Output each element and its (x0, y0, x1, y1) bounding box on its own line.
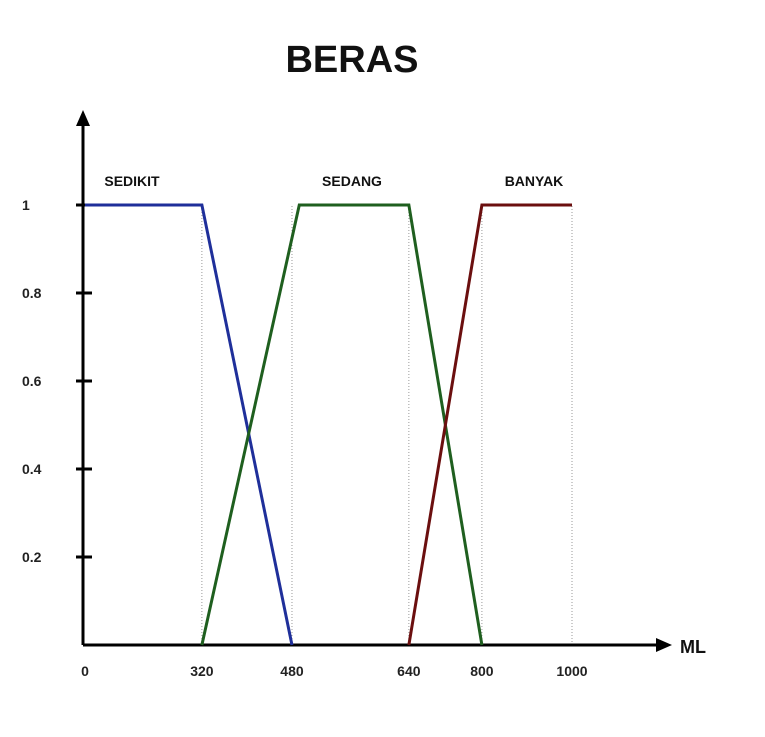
y-tick-label-3: 0.4 (22, 461, 42, 477)
series-labels: SEDIKIT SEDANG BANYAK (104, 173, 563, 189)
y-ticks: 1 0.8 0.6 0.4 0.2 (22, 197, 92, 565)
series-label-sedikit: SEDIKIT (104, 173, 160, 189)
series-label-sedang: SEDANG (322, 173, 382, 189)
x-tick-label-2: 480 (280, 663, 304, 679)
x-tick-label-5: 1000 (556, 663, 587, 679)
series-line-sedang (200, 203, 484, 646)
x-tick-label-0: 0 (81, 663, 89, 679)
x-ticks: 0 320 480 640 800 1000 (81, 663, 588, 679)
series-line-sedikit (85, 203, 294, 646)
x-tick-label-1: 320 (190, 663, 214, 679)
chart-title: BERAS (285, 39, 418, 81)
y-tick-label-4: 0.2 (22, 549, 42, 565)
series-label-banyak: BANYAK (505, 173, 564, 189)
x-axis-label: ML (680, 637, 706, 657)
x-axis-arrow-icon (656, 638, 672, 652)
y-axis-arrow-icon (76, 110, 90, 126)
guide-lines (201, 205, 573, 645)
series-group (85, 203, 572, 646)
axes (76, 110, 672, 652)
x-tick-label-4: 800 (470, 663, 494, 679)
y-tick-label-0: 1 (22, 197, 30, 213)
y-tick-label-2: 0.6 (22, 373, 42, 389)
series-line-banyak (407, 203, 572, 646)
x-tick-label-3: 640 (397, 663, 421, 679)
y-tick-label-1: 0.8 (22, 285, 42, 301)
